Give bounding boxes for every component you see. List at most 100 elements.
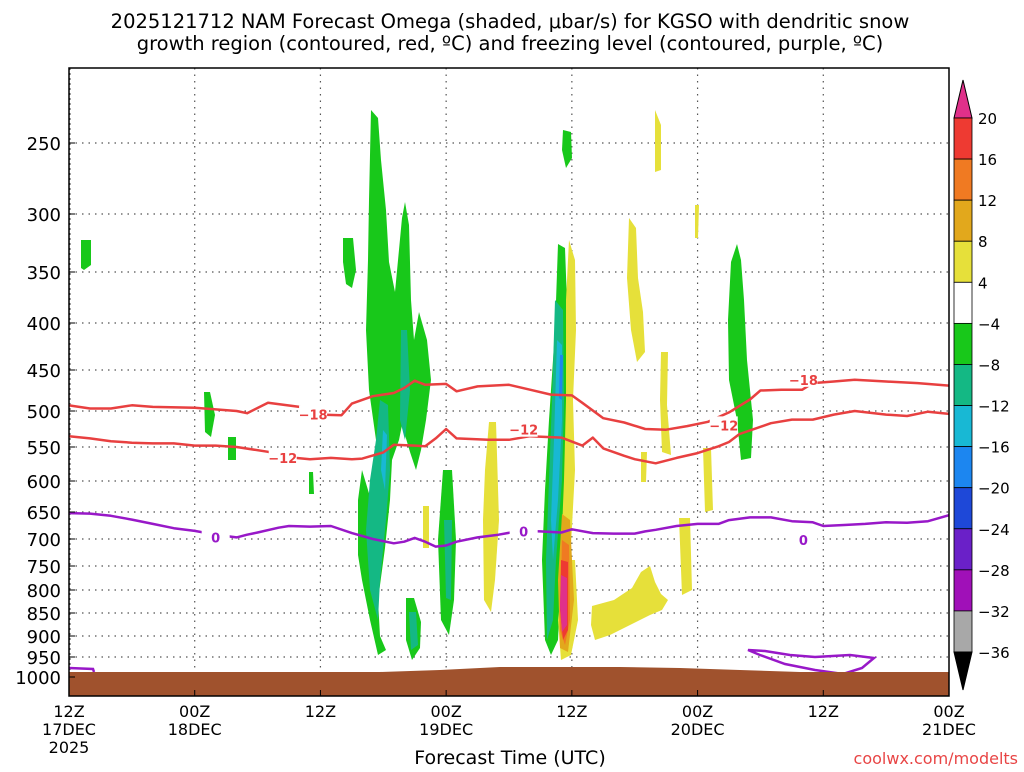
omega-region-green <box>343 238 356 288</box>
omega-region-teal <box>409 612 418 650</box>
omega-region-green <box>309 472 314 494</box>
x-tick-date-label: 21DEC <box>922 720 976 739</box>
x-tick-year-label: 2025 <box>49 738 90 757</box>
colorbar-label: −4 <box>978 315 1000 333</box>
colorbar-label: 16 <box>978 151 997 169</box>
y-tick-label: 700 <box>27 530 61 551</box>
contour-label-0: 0 <box>799 534 808 549</box>
contour-line--12 <box>69 409 949 465</box>
y-tick-label: 900 <box>27 627 61 648</box>
x-tick-date-label: 19DEC <box>419 720 473 739</box>
y-tick-label: 300 <box>27 205 61 226</box>
contour-label-bg <box>709 416 738 433</box>
contour-label-bg <box>509 420 538 437</box>
ground-terrain <box>69 667 949 696</box>
x-tick-label: 00Z <box>933 702 964 721</box>
contour-label-bg <box>299 405 328 422</box>
y-tick-label: 600 <box>27 472 61 493</box>
colorbar-label: −12 <box>978 398 1010 416</box>
omega-region-yellow <box>560 240 576 600</box>
y-tick-label: 1000 <box>15 668 61 689</box>
x-tick-label: 12Z <box>808 702 839 721</box>
contour-label-bg <box>789 531 818 548</box>
contour-label-bg <box>509 522 538 539</box>
omega-region-green <box>81 240 91 270</box>
freezing-level-edge-contour <box>68 666 96 673</box>
colorbar-label: −20 <box>978 480 1010 498</box>
contour-label-0: 0 <box>519 525 528 540</box>
y-axis-pressure: 2503003504004505005506006507007508008509… <box>15 134 75 689</box>
x-tick-label: 12Z <box>305 702 336 721</box>
colorbar-segment <box>953 405 973 448</box>
omega-region-yellow <box>679 518 692 595</box>
colorbar-label: −8 <box>978 356 1000 374</box>
colorbar-bottom-arrow <box>953 651 973 691</box>
x-tick-label: 00Z <box>179 702 210 721</box>
colorbar-label: 12 <box>978 192 997 210</box>
omega-region-yellow <box>660 352 671 455</box>
colorbar-label: −24 <box>978 521 1010 539</box>
colorbar-legend: 20 16 12 8 4 −4 −8 −12 −16 −20 −24 −28 −32 −36 <box>953 79 1010 691</box>
credit-text: coolwx.com/modelts <box>854 749 1018 768</box>
omega-region-yellow <box>627 218 645 362</box>
x-tick-label: 12Z <box>53 702 84 721</box>
chart-title-line2: growth region (contoured, red, ºC) and f… <box>137 32 884 55</box>
omega-region-green <box>562 130 572 168</box>
chart-title-line1: 2025121712 NAM Forecast Omega (shaded, μ… <box>111 10 910 33</box>
y-tick-label: 350 <box>27 263 61 284</box>
y-tick-label: 500 <box>27 402 61 423</box>
colorbar-label: 8 <box>978 233 988 251</box>
x-tick-label: 00Z <box>430 702 461 721</box>
colorbar-label: −28 <box>978 562 1010 580</box>
colorbar-label: 4 <box>978 274 988 292</box>
contour-label-bg <box>789 370 818 387</box>
y-tick-label: 850 <box>27 604 61 625</box>
colorbar-segment <box>953 487 973 530</box>
omega-region-green <box>204 392 215 437</box>
y-tick-label: 250 <box>27 134 61 155</box>
colorbar-segment <box>953 364 973 406</box>
omega-region-yellow <box>591 566 668 640</box>
omega-shading <box>81 110 753 660</box>
omega-region-yellow <box>655 110 661 172</box>
temperature-contours: −18 −18 −12 −12 −12 0 0 0 <box>69 370 949 549</box>
omega-region-yellow <box>703 448 713 512</box>
omega-region-yellow <box>695 205 699 238</box>
colorbar-segment <box>953 158 973 201</box>
colorbar-segment <box>953 117 973 160</box>
colorbar-segment <box>953 528 973 571</box>
x-tick-label: 00Z <box>682 702 713 721</box>
colorbar-top-arrow <box>953 79 973 119</box>
omega-region-yellow <box>641 452 647 482</box>
colorbar-segment <box>953 446 973 489</box>
y-tick-label: 800 <box>27 581 61 602</box>
colorbar-label: −32 <box>978 603 1010 621</box>
omega-region-magenta <box>560 575 567 632</box>
colorbar-segment <box>953 610 973 653</box>
omega-region-yellow <box>423 506 429 548</box>
x-tick-date-label: 17DEC <box>42 720 96 739</box>
y-tick-label: 950 <box>27 648 61 669</box>
x-axis-label: Forecast Time (UTC) <box>414 747 605 768</box>
contour-label-bg <box>201 528 230 545</box>
y-tick-label: 400 <box>27 314 61 335</box>
x-tick-label: 12Z <box>556 702 587 721</box>
freezing-level-closed-contour <box>747 648 878 676</box>
colorbar-segment <box>953 240 973 283</box>
y-tick-label: 750 <box>27 557 61 578</box>
colorbar-label: 20 <box>978 110 997 128</box>
colorbar-segment <box>953 569 973 612</box>
omega-region-teal <box>400 330 410 440</box>
contour-label--18: −18 <box>789 374 818 389</box>
omega-region-green <box>728 244 753 460</box>
x-tick-date-label: 18DEC <box>168 720 222 739</box>
omega-region-cyan <box>381 430 387 490</box>
plot-frame <box>68 67 950 697</box>
omega-region-yellow <box>483 422 499 612</box>
colorbar-label: −36 <box>978 644 1010 662</box>
y-tick-label: 550 <box>27 438 61 459</box>
contour-label--12: −12 <box>709 419 738 434</box>
colorbar-segment <box>953 322 973 365</box>
